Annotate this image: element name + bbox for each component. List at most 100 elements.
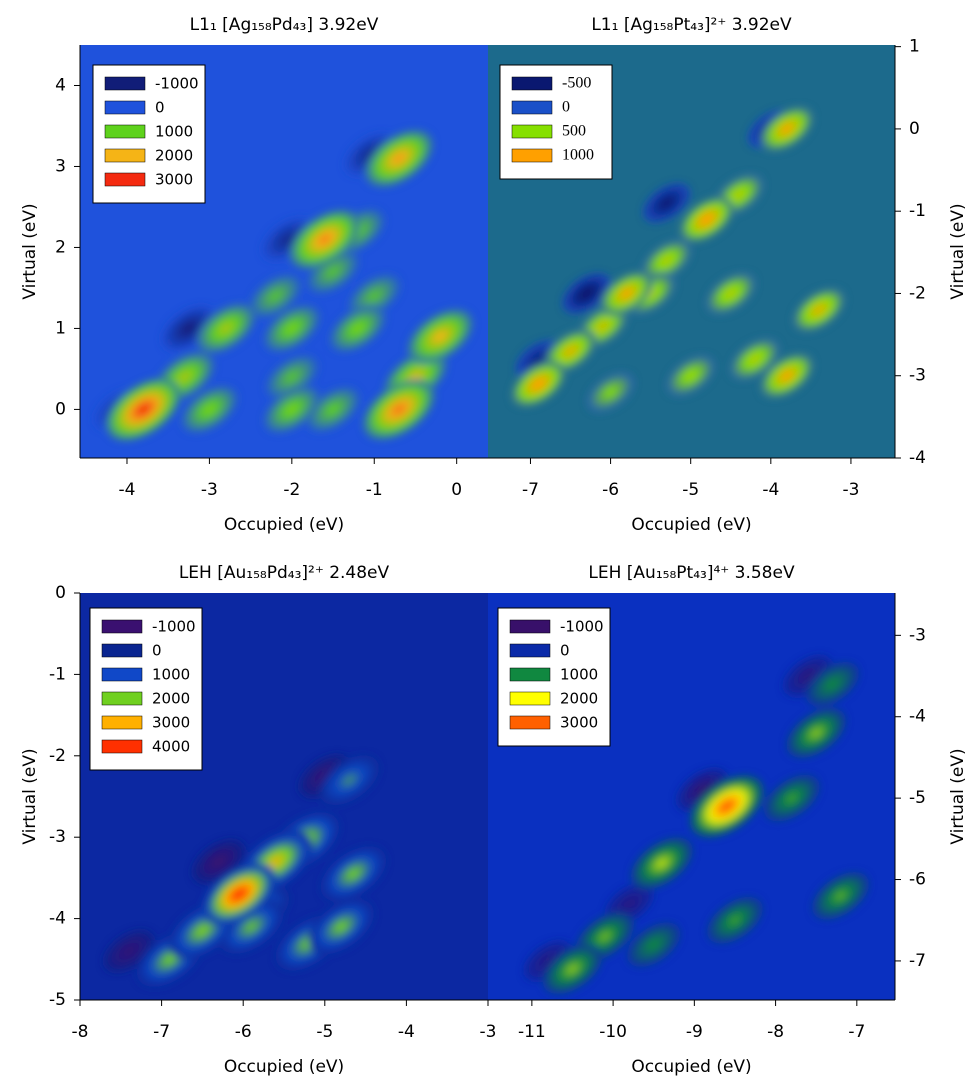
hotspot (264, 386, 320, 433)
y-tick-label: -5 (909, 788, 926, 808)
hotspot-ring (221, 324, 231, 332)
legend-label: 500 (562, 123, 586, 140)
x-tick-label: -7 (153, 1022, 170, 1042)
hotspot (407, 309, 473, 364)
legend-label: -1000 (152, 618, 196, 636)
hotspot (730, 338, 780, 381)
hotspot-ring (287, 325, 296, 332)
hotspot-ring (435, 332, 445, 341)
hotspot-ring (165, 955, 175, 964)
hotspot-ring (657, 859, 667, 867)
chart-title: L1₁ [Ag₁₅₈Pt₄₃]²⁺ 3.92eV (591, 15, 792, 35)
y-tick-label: 2 (55, 237, 66, 257)
legend-swatch (101, 715, 143, 730)
hotspot-ring (287, 406, 296, 413)
legend-swatch (509, 619, 551, 634)
legend-label: -500 (562, 75, 591, 92)
hotspot-ring (319, 235, 330, 244)
hotspot (192, 839, 246, 884)
hotspot-ring (783, 372, 791, 379)
hotspot-ring (544, 958, 552, 964)
hotspot-ring (214, 858, 223, 865)
y-tick-label: -3 (909, 366, 926, 386)
y-axis-label: Virtual (eV) (948, 203, 968, 299)
hotspot (760, 106, 814, 152)
hotspot (666, 355, 715, 396)
legend-swatch (511, 76, 553, 91)
hotspot (319, 755, 379, 806)
hotspot (805, 661, 860, 707)
hotspot (562, 273, 611, 314)
hotspot-ring (730, 916, 739, 924)
hotspot-ring (702, 216, 711, 223)
legend-label: 0 (152, 642, 162, 660)
y-tick-label: 1 (909, 37, 920, 57)
legend-label: 2000 (152, 690, 190, 708)
legend-label: 1000 (560, 666, 598, 684)
y-tick-label: -1 (49, 664, 66, 684)
legend-label: 3000 (155, 171, 193, 189)
hotspot (600, 271, 654, 316)
hotspot (630, 837, 693, 890)
hotspot (202, 863, 277, 926)
hotspot-ring (270, 857, 282, 867)
hotspot (348, 274, 401, 318)
x-tick-label: 0 (451, 480, 462, 500)
panel: -8 -7 -6 -5 -4 -3 -5 -4 -3 -2 -1 0 LEH [Au₁₅₈Pd₄₃]²⁺… (20, 563, 496, 1077)
hotspot-ring (288, 373, 296, 381)
legend-swatch (101, 667, 143, 682)
hotspot-ring (197, 926, 208, 935)
x-tick-label: -5 (316, 1022, 333, 1042)
hotspot (544, 329, 597, 373)
x-axis-label: Occupied (eV) (631, 515, 751, 535)
legend-swatch (511, 100, 553, 115)
hotspot (181, 386, 238, 433)
contour-field (524, 655, 869, 994)
hotspot-ring (568, 965, 577, 973)
contour-blobs (94, 129, 473, 441)
hotspot (643, 183, 691, 223)
hotspot (219, 899, 284, 954)
legend-label: -1000 (155, 75, 199, 93)
legend: -1000 0 1000 2000 3000 (92, 64, 206, 204)
contour-field (511, 106, 845, 412)
hotspot-ring (370, 292, 378, 300)
hotspot (289, 209, 361, 269)
y-axis-label: Virtual (eV) (948, 748, 968, 844)
hotspot-ring (787, 794, 796, 802)
legend-swatch (509, 643, 551, 658)
hotspot (792, 288, 845, 332)
hotspot (786, 708, 846, 758)
contour-blobs (524, 655, 869, 994)
x-tick-label: -11 (518, 1022, 546, 1042)
hotspot (707, 896, 763, 944)
hotspot-ring (751, 356, 759, 363)
legend-swatch (509, 715, 551, 730)
legend-swatch (101, 643, 143, 658)
hotspot-ring (663, 257, 671, 264)
hotspot-ring (271, 292, 280, 300)
x-axis-label: Occupied (eV) (631, 1057, 751, 1077)
x-tick-label: -3 (842, 480, 859, 500)
legend-label: -1000 (560, 618, 604, 636)
y-tick-label: 0 (909, 119, 920, 139)
hotspot (196, 303, 256, 354)
contour-field (103, 754, 387, 987)
x-tick-label: -6 (235, 1022, 252, 1042)
x-axis-label: Occupied (eV) (224, 1057, 344, 1077)
hotspot (363, 379, 435, 440)
legend: -500 0 500 1000 (499, 64, 613, 180)
hotspot (706, 272, 756, 315)
x-tick-label: -3 (480, 1022, 497, 1042)
hotspot (641, 239, 692, 282)
legend-label: 0 (560, 642, 570, 660)
hotspot (679, 196, 734, 243)
y-tick-label: -4 (909, 707, 926, 727)
y-tick-label: -3 (49, 827, 66, 847)
hotspot-ring (284, 236, 292, 243)
legend-label: 4000 (152, 738, 190, 756)
legend-swatch (509, 691, 551, 706)
legend-label: 2000 (560, 690, 598, 708)
hotspot-ring (345, 776, 354, 784)
